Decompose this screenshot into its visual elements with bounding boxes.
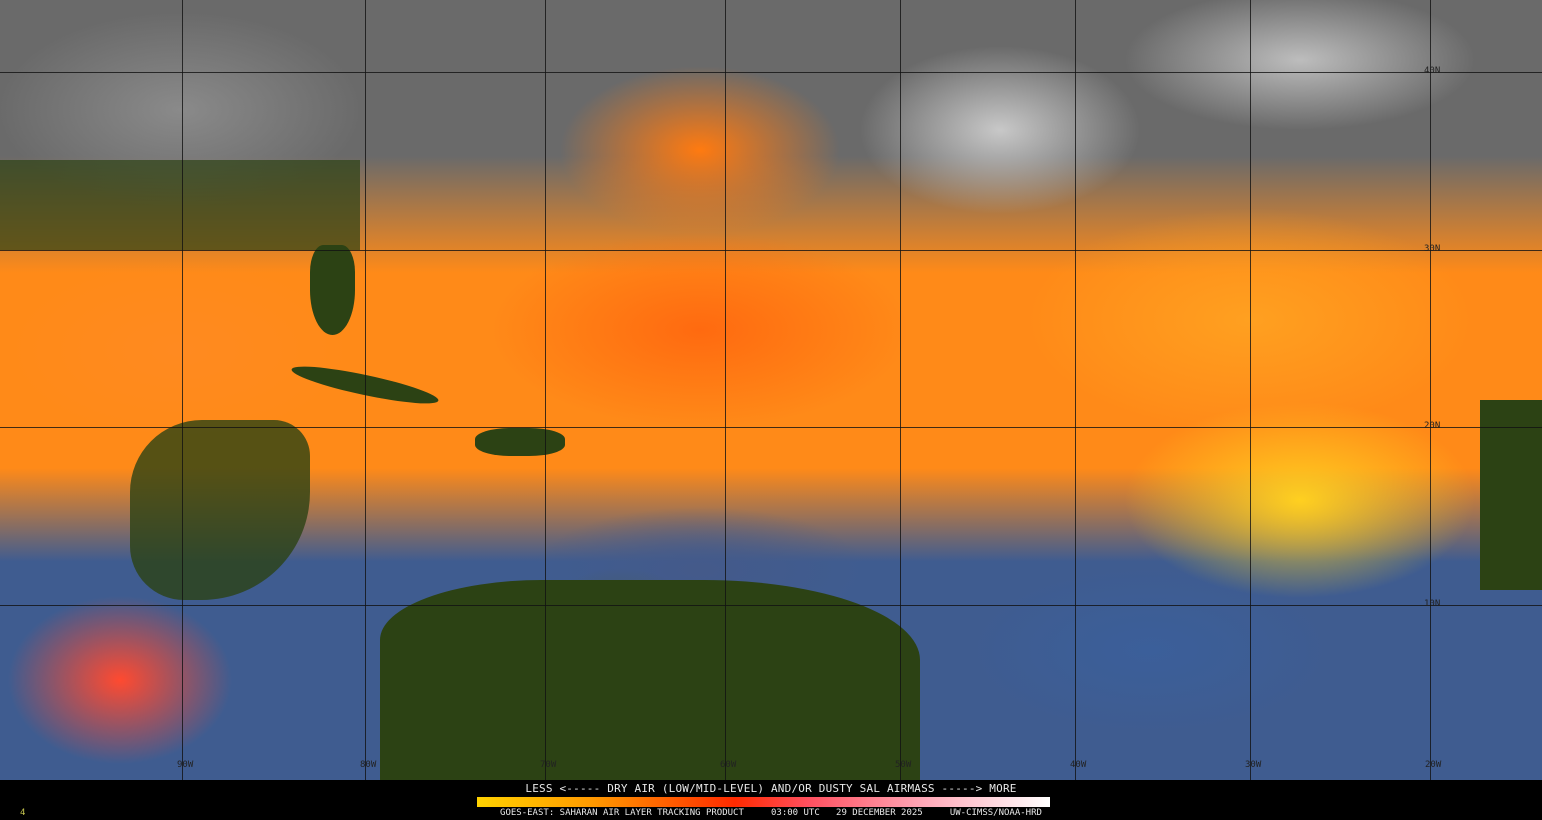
land-north-america xyxy=(0,160,360,250)
longitude-label: 40W xyxy=(1070,760,1087,770)
latitude-line xyxy=(0,427,1542,428)
legend-title: LESS <----- DRY AIR (LOW/MID-LEVEL) AND/… xyxy=(525,782,1017,795)
frame-number: 4 xyxy=(20,808,26,818)
land-africa xyxy=(1480,400,1542,590)
credit: UW-CIMSS/NOAA-HRD xyxy=(949,808,1042,818)
longitude-label: 90W xyxy=(177,760,194,770)
land-hispaniola xyxy=(475,428,565,456)
longitude-line xyxy=(1075,0,1076,780)
land-central-america xyxy=(130,420,310,600)
longitude-line xyxy=(1250,0,1251,780)
longitude-line xyxy=(365,0,366,780)
latitude-label: 20N xyxy=(1424,421,1441,431)
time-stamp: 03:00 UTC xyxy=(770,808,820,818)
latitude-line xyxy=(0,72,1542,73)
latitude-label: 40N xyxy=(1424,66,1441,76)
longitude-label: 20W xyxy=(1425,760,1442,770)
latitude-line xyxy=(0,605,1542,606)
longitude-line xyxy=(545,0,546,780)
land-south-america xyxy=(380,580,920,780)
longitude-line xyxy=(1430,0,1431,780)
longitude-line xyxy=(725,0,726,780)
latitude-line xyxy=(0,250,1542,251)
longitude-label: 30W xyxy=(1245,760,1262,770)
product-name: GOES-EAST: SAHARAN AIR LAYER TRACKING PR… xyxy=(500,808,744,818)
satellite-image: 90W 80W 70W 60W 50W 40W 30W 20W 40N 30N 20N 10N xyxy=(0,0,1542,780)
longitude-line xyxy=(900,0,901,780)
product-footer: GOES-EAST: SAHARAN AIR LAYER TRACKING PR… xyxy=(0,808,1542,818)
longitude-label: 70W xyxy=(540,760,557,770)
color-scale-bar xyxy=(477,797,1050,807)
longitude-line xyxy=(182,0,183,780)
latitude-label: 10N xyxy=(1424,599,1441,609)
longitude-label: 80W xyxy=(360,760,377,770)
date-stamp: 29 DECEMBER 2025 xyxy=(836,808,923,818)
land-florida xyxy=(310,245,355,335)
latitude-label: 30N xyxy=(1424,244,1441,254)
longitude-label: 50W xyxy=(895,760,912,770)
longitude-label: 60W xyxy=(720,760,737,770)
